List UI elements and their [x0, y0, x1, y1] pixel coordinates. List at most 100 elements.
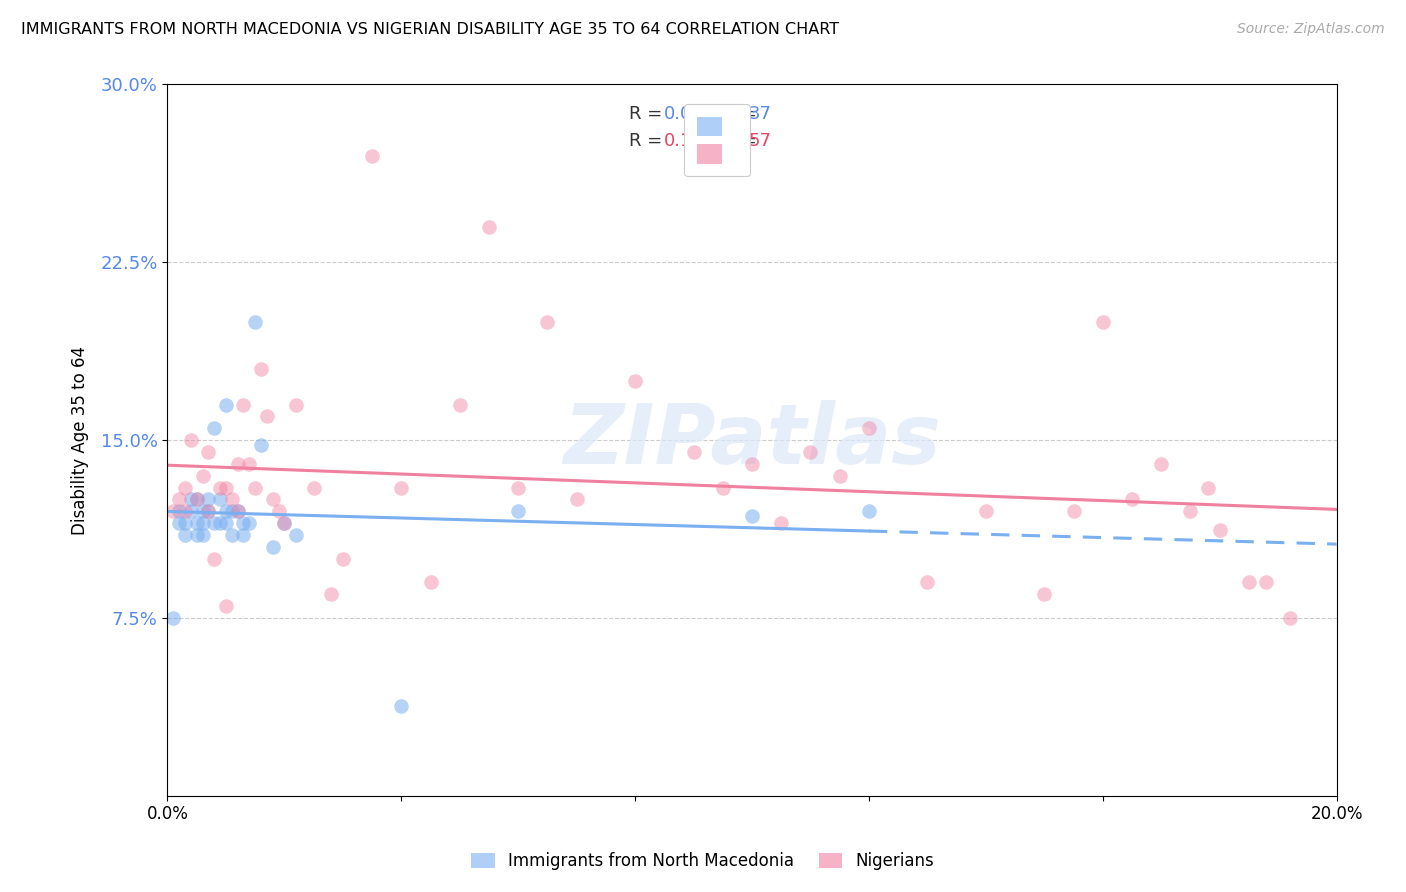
- Point: [321, 587, 343, 601]
- Text: N =: N =: [711, 105, 762, 123]
- Point: [1209, 523, 1232, 537]
- Point: [238, 516, 260, 530]
- Point: [1033, 587, 1056, 601]
- Point: [232, 516, 254, 530]
- Point: [174, 481, 197, 495]
- Point: [917, 575, 939, 590]
- Point: [215, 516, 238, 530]
- Point: [221, 528, 243, 542]
- Point: [197, 492, 219, 507]
- Point: [419, 575, 441, 590]
- Point: [1197, 481, 1219, 495]
- Point: [389, 698, 412, 713]
- Point: [828, 468, 851, 483]
- Point: [332, 551, 354, 566]
- Point: [478, 219, 501, 234]
- Point: [974, 504, 997, 518]
- Point: [1278, 611, 1301, 625]
- Point: [273, 516, 295, 530]
- Point: [226, 504, 249, 518]
- Point: [1237, 575, 1260, 590]
- Point: [167, 516, 190, 530]
- Point: [221, 504, 243, 518]
- Point: [273, 516, 295, 530]
- Point: [180, 492, 202, 507]
- Point: [215, 398, 238, 412]
- Point: [226, 457, 249, 471]
- Point: [162, 611, 184, 625]
- Point: [232, 398, 254, 412]
- Point: [741, 457, 763, 471]
- Point: [449, 398, 471, 412]
- Point: [186, 492, 208, 507]
- Point: [858, 421, 880, 435]
- Point: [202, 516, 225, 530]
- Text: N =: N =: [711, 132, 762, 151]
- Point: [536, 314, 558, 328]
- Point: [250, 438, 273, 452]
- Point: [197, 504, 219, 518]
- Point: [215, 504, 238, 518]
- Point: [711, 481, 734, 495]
- Point: [174, 504, 197, 518]
- Point: [180, 433, 202, 447]
- Point: [361, 148, 384, 162]
- Point: [186, 492, 208, 507]
- Point: [226, 504, 249, 518]
- Point: [174, 528, 197, 542]
- Legend: Immigrants from North Macedonia, Nigerians: Immigrants from North Macedonia, Nigeria…: [465, 846, 941, 877]
- Point: [799, 445, 821, 459]
- Point: [238, 457, 260, 471]
- Text: R =: R =: [630, 105, 668, 123]
- Point: [285, 528, 308, 542]
- Point: [186, 516, 208, 530]
- Point: [858, 504, 880, 518]
- Text: ZIPatlas: ZIPatlas: [562, 400, 941, 481]
- Point: [302, 481, 325, 495]
- Point: [202, 421, 225, 435]
- Text: 57: 57: [748, 132, 772, 151]
- Point: [209, 516, 232, 530]
- Point: [191, 516, 214, 530]
- Text: 37: 37: [748, 105, 772, 123]
- Point: [191, 528, 214, 542]
- Point: [243, 481, 266, 495]
- Point: [197, 445, 219, 459]
- Point: [167, 504, 190, 518]
- Text: Source: ZipAtlas.com: Source: ZipAtlas.com: [1237, 22, 1385, 37]
- Point: [162, 504, 184, 518]
- Point: [191, 504, 214, 518]
- Point: [167, 492, 190, 507]
- Point: [174, 516, 197, 530]
- Point: [741, 508, 763, 523]
- Point: [1091, 314, 1114, 328]
- Point: [262, 540, 284, 554]
- Point: [624, 374, 647, 388]
- Point: [215, 481, 238, 495]
- Point: [1121, 492, 1143, 507]
- Point: [682, 445, 704, 459]
- Point: [209, 492, 232, 507]
- Point: [389, 481, 412, 495]
- Point: [262, 492, 284, 507]
- Point: [565, 492, 588, 507]
- Point: [202, 551, 225, 566]
- Point: [221, 492, 243, 507]
- Point: [770, 516, 793, 530]
- Legend:  ,  : ,: [685, 104, 749, 177]
- Point: [250, 362, 273, 376]
- Point: [232, 528, 254, 542]
- Y-axis label: Disability Age 35 to 64: Disability Age 35 to 64: [72, 345, 89, 534]
- Point: [1180, 504, 1202, 518]
- Point: [191, 468, 214, 483]
- Point: [1063, 504, 1085, 518]
- Text: 0.135: 0.135: [665, 132, 716, 151]
- Text: R =: R =: [630, 132, 668, 151]
- Point: [267, 504, 290, 518]
- Point: [186, 528, 208, 542]
- Point: [197, 504, 219, 518]
- Point: [215, 599, 238, 613]
- Point: [1256, 575, 1278, 590]
- Point: [508, 504, 530, 518]
- Point: [180, 504, 202, 518]
